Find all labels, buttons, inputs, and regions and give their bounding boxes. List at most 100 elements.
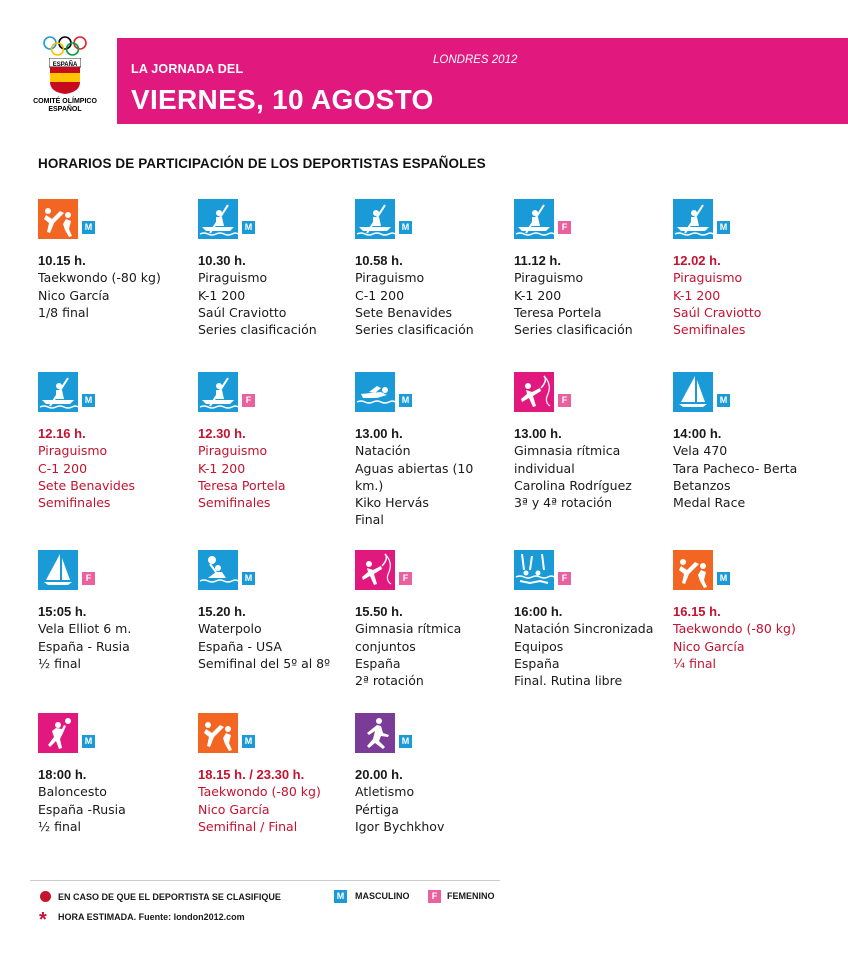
event-detail-line: España - Rusia (38, 638, 130, 654)
event-time: 15.50 h. (355, 604, 403, 619)
male-badge: M (82, 735, 95, 748)
event-detail-line: K-1 200 (198, 460, 246, 476)
banner-subtitle: LA JORNADA DEL (131, 62, 244, 76)
event-icon-row: M (673, 550, 833, 590)
event-details: 13.00 h. Gimnasia rítmica individual Caroli… (514, 425, 674, 511)
male-badge: M (717, 394, 730, 407)
event-detail-line: Series clasificación (514, 322, 633, 338)
event-detail-line: Piraguismo (198, 270, 268, 286)
taekwondo-icon (198, 713, 238, 753)
event-detail-line: C-1 200 (38, 460, 88, 476)
event-detail-line: España (355, 655, 401, 671)
event-details: 15:05 h. Vela Elliot 6 m. España - Rusia ½ … (38, 603, 198, 672)
swimming-icon (355, 372, 395, 412)
event-time: 11.12 h. (514, 253, 561, 268)
event-details: 10.30 h. Piraguismo K-1 200 Saúl Craviotto S… (198, 252, 358, 338)
event-details: 15.20 h. Waterpolo España - USA Semifinal d… (198, 603, 358, 672)
event-icon-row: M (355, 372, 515, 412)
event-detail-line: 1/8 final (38, 304, 90, 320)
event-detail-line: Natación Sincronizada (514, 621, 654, 637)
event-time: 16:00 h. (514, 604, 563, 619)
event-time: 10.15 h. (38, 253, 86, 268)
female-badge: F (558, 394, 571, 407)
event-item: F 16:00 h. Natación Sincronizada Equipos Esp… (514, 550, 674, 689)
canoe-icon (514, 199, 554, 239)
event-detail-line: Series clasificación (198, 322, 317, 338)
event-item: M 12.02 h. Piraguismo K-1 200 Saúl Craviotto… (673, 199, 833, 338)
event-icon-row: F (198, 372, 358, 412)
male-badge: M (717, 221, 730, 234)
female-badge: F (242, 394, 255, 407)
event-detail-line: 3ª y 4ª rotación (514, 495, 612, 511)
male-badge: M (82, 394, 95, 407)
event-icon-row: M (355, 199, 515, 239)
athletics-icon (355, 713, 395, 753)
event-time: 18.15 h. / 23.30 h. (198, 767, 305, 782)
event-icon-row: M (673, 372, 833, 412)
event-detail-line: K-1 200 (198, 287, 246, 303)
event-detail-line: Aguas abiertas (10 (355, 460, 474, 476)
basketball-icon (38, 713, 78, 753)
male-badge: M (242, 221, 255, 234)
event-detail-line: Betanzos (673, 477, 731, 493)
event-details: 20.00 h. Atletismo Pértiga Igor Bychkhov (355, 766, 515, 835)
event-icon-row: F (355, 550, 515, 590)
event-detail-line: Vela 470 (673, 443, 728, 459)
event-icon-row: F (38, 550, 198, 590)
event-time: 20.00 h. (355, 767, 403, 782)
canoe-icon (198, 372, 238, 412)
event-details: 16:00 h. Natación Sincronizada Equipos Espa… (514, 603, 674, 689)
event-detail-line: Sete Benavides (38, 477, 136, 493)
event-detail-line: Waterpolo (198, 621, 262, 637)
event-icon-row: M (198, 550, 358, 590)
event-detail-line: Nico García (673, 638, 745, 654)
event-detail-line: Teresa Portela (198, 477, 286, 493)
event-detail-line: Piraguismo (673, 270, 743, 286)
coe-logo: ESPAÑA COMITÉ OLÍMPICO ESPAÑOL (30, 36, 100, 128)
rhythmic-gymnastics-icon (355, 550, 395, 590)
event-detail-line: individual (514, 460, 575, 476)
event-detail-line: Taekwondo (-80 kg) (198, 784, 321, 800)
male-badge: M (399, 394, 412, 407)
event-time: 10.58 h. (355, 253, 403, 268)
event-time: 18:00 h. (38, 767, 87, 782)
event-details: 15.50 h. Gimnasia rítmica conjuntos España 2… (355, 603, 515, 689)
event-details: 16.15 h. Taekwondo (-80 kg) Nico García ¼ f… (673, 603, 833, 672)
event-item: M 10.58 h. Piraguismo C-1 200 Sete Benavides… (355, 199, 515, 338)
female-badge: F (82, 572, 95, 585)
event-time: 16.15 h. (673, 604, 721, 619)
event-time: 15.20 h. (198, 604, 246, 619)
event-detail-line: España (514, 655, 560, 671)
spain-shield-icon (49, 58, 81, 94)
event-icon-row: M (38, 713, 198, 753)
red-dot-icon (40, 891, 51, 902)
male-badge: M (242, 735, 255, 748)
event-detail-line: Saúl Craviotto (198, 304, 287, 320)
event-icon-row: F (514, 199, 674, 239)
event-item: M 20.00 h. Atletismo Pértiga Igor Bychkhov (355, 713, 515, 835)
event-item: M 18:00 h. Baloncesto España -Rusia ½ final (38, 713, 198, 835)
male-badge: M (399, 221, 412, 234)
event-detail-line: C-1 200 (355, 287, 405, 303)
event-detail-line: Taekwondo (-80 kg) (673, 621, 796, 637)
event-item: M 12.16 h. Piraguismo C-1 200 Sete Benavides… (38, 372, 198, 511)
banner-title: VIERNES, 10 AGOSTO (131, 84, 434, 115)
asterisk-icon: * (39, 909, 47, 931)
event-detail-line: Taekwondo (-80 kg) (38, 270, 161, 286)
event-detail-line: Semifinal del 5º al 8º (198, 655, 331, 671)
taekwondo-icon (38, 199, 78, 239)
canoe-icon (38, 372, 78, 412)
event-detail-line: Igor Bychkhov (355, 818, 445, 834)
event-details: 18:00 h. Baloncesto España -Rusia ½ final (38, 766, 198, 835)
event-detail-line: Vela Elliot 6 m. (38, 621, 132, 637)
event-detail-line: Carolina Rodríguez (514, 477, 632, 493)
event-details: 13.00 h. Natación Aguas abiertas (10 km.) Ki… (355, 425, 515, 529)
canoe-icon (198, 199, 238, 239)
logo-country-text: ESPAÑA (52, 62, 78, 68)
event-detail-line: Sete Benavides (355, 304, 453, 320)
event-detail-line: Final. Rutina libre (514, 673, 623, 689)
female-badge: F (399, 572, 412, 585)
event-item: M 10.30 h. Piraguismo K-1 200 Saúl Craviotto… (198, 199, 358, 338)
event-item: M 13.00 h. Natación Aguas abiertas (10 km.) K… (355, 372, 515, 529)
event-details: 14:00 h. Vela 470 Tara Pacheco- Berta Betan… (673, 425, 833, 511)
